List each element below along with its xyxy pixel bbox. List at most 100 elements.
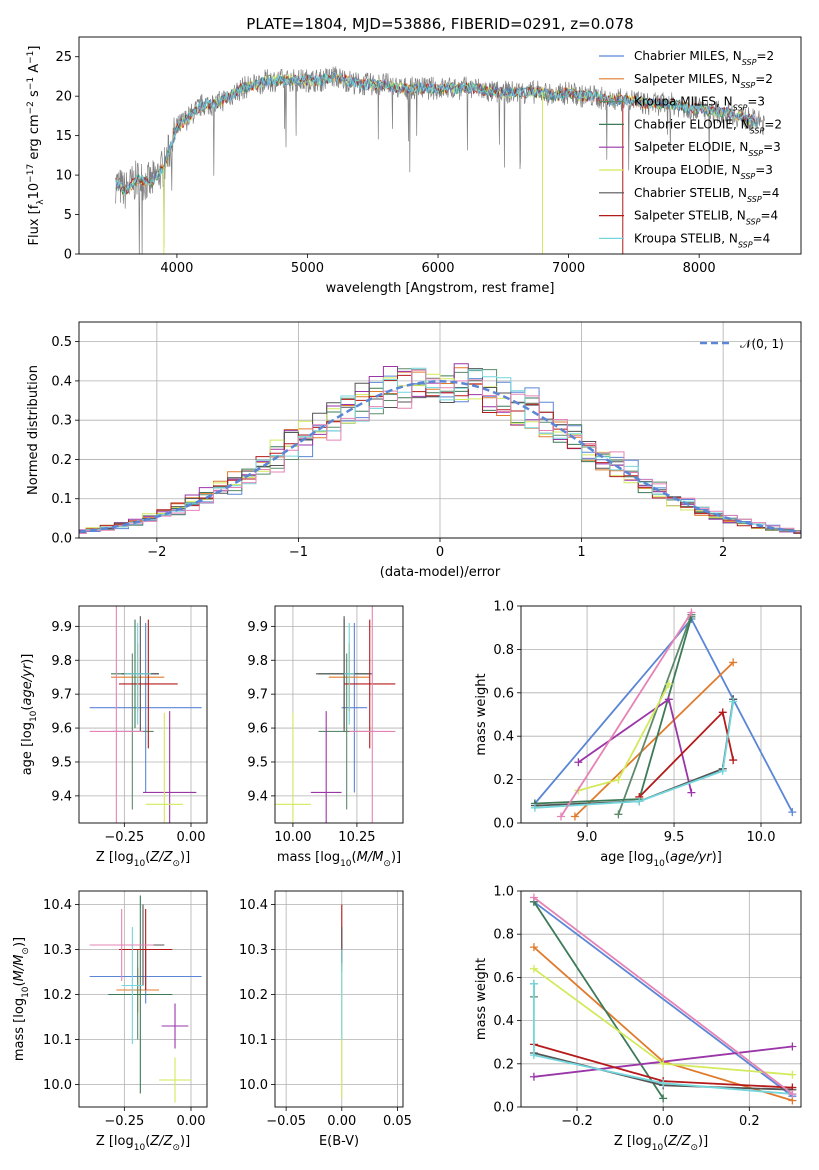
weight-marker [729,697,738,706]
axes-mass_vs_Z: −0.25 0.00 10.0 10.1 10.2 10.3 10.4 Z [log10(Z/… [12,890,208,1153]
weight-marker [614,775,623,784]
x-tick-label: −2 [147,545,166,560]
errorbar-point [344,619,396,749]
errorbar-point [310,711,342,823]
grid [275,891,403,1107]
x-tick-label: 6000 [421,261,454,276]
x-axis-label: Z [log10(Z/Z⊙)] [614,1134,708,1153]
y-tick-label: 10.1 [43,1033,72,1048]
x-tick-label: −0.05 [266,1114,306,1129]
legend: Chabrier MILES, NSSP=2 Salpeter MILES, NS… [599,49,782,249]
weight-marker [557,812,565,821]
y-tick-label: 0.8 [493,928,514,943]
errorbar-point [275,712,311,823]
weight-series [570,658,738,821]
y-tick-label: 10.0 [43,1078,72,1093]
weight-marker [788,808,797,817]
legend-label: Chabrier MILES, NSSP=2 [634,49,774,67]
weight-marker [614,810,623,819]
axes-weight_vs_Z: −0.2 0.0 0.2 0.0 0.2 0.4 0.6 0.8 1.0 Z [log10(Z/Z… [474,885,802,1153]
weight-marker [788,1090,797,1099]
y-tick-label: 10 [55,169,72,184]
y-tick-label: 0.0 [51,532,72,547]
x-axis-label: Z [log10(Z/Z⊙)] [96,1134,190,1153]
x-tick-label: 0.00 [177,1114,206,1129]
x-tick-label: 5000 [291,261,324,276]
y-tick-label: 0.0 [493,817,514,832]
weight-series [574,695,696,797]
weight-marker [529,1051,538,1060]
axes-frame [520,890,802,1108]
y-tick-label: 0.2 [493,1057,514,1072]
weight-series [529,897,668,1103]
weight-line [533,901,793,1097]
plot-area [275,606,396,823]
weight-marker [788,1070,797,1079]
legend-label: 𝒩(0, 1) [740,337,784,351]
axes-age_vs_Z: −0.25 0.00 9.4 9.5 9.6 9.7 9.8 9.9 Z [log10(Z/Z⊙… [20,605,208,869]
y-axis-label: age [log10(age/yr)] [20,654,39,776]
x-axis-label: wavelength [Angstrom, rest frame] [326,281,555,296]
axes-frame [78,36,802,255]
weight-marker [570,812,579,821]
weight-marker [529,893,538,902]
x-axis-label: mass [log10(M/M⊙)] [277,850,401,869]
y-tick-label: 9.6 [51,722,72,737]
x-tick-label: 10.0 [747,830,776,845]
y-axis-label: mass weight [474,958,489,1040]
axes-mass_vs_ebv: −0.05 0.00 0.05 10.0 10.1 10.2 10.3 10.4 E(B-V) [239,890,412,1149]
grid [79,606,207,823]
x-tick-label: 4000 [160,261,193,276]
errorbar-point [89,622,202,793]
legend-label: Kroupa MILES, NSSP=3 [634,95,765,113]
weight-line [617,614,693,815]
y-tick-label: 9.9 [51,620,72,635]
x-tick-label: 10.25 [338,830,375,845]
y-tick-label: 9.6 [247,722,268,737]
axes-frame [78,321,802,539]
x-tick-label: 0.0 [653,1114,674,1129]
histogram-series [79,369,801,534]
x-axis-label: Z [log10(Z/Z⊙)] [96,850,190,869]
axes-frame [78,890,208,1108]
weight-line [534,617,794,813]
weight-marker [687,788,696,797]
y-tick-label: 10.3 [239,943,268,958]
y-tick-label: 10.3 [43,943,72,958]
plot-area [79,363,801,534]
histogram-series [79,367,801,533]
plot-area [529,893,797,1105]
x-tick-label: 1 [577,545,585,560]
x-tick-label: −0.25 [104,830,144,845]
weight-line [577,697,693,793]
axes-weight_vs_age: 9.0 9.5 10.0 0.0 0.2 0.4 0.6 0.8 1.0 age [log10(a… [474,600,802,869]
x-tick-label: −0.2 [561,1114,593,1129]
weight-series [530,697,738,812]
x-tick-label: −1 [289,545,308,560]
x-tick-label: −0.25 [104,1114,144,1129]
weight-marker [729,658,738,667]
errorbar-point [119,619,178,749]
axes-age_vs_mass: 10.00 10.25 9.4 9.5 9.6 9.7 9.8 9.9 mass [log10(… [247,605,404,869]
weight-marker [664,680,673,689]
weight-marker [718,708,727,717]
weight-line [533,983,793,1095]
y-tick-label: 10.4 [239,898,268,913]
weight-marker [718,766,727,775]
y-tick-label: 9.7 [247,688,268,703]
x-axis-label: age [log10(age/yr)] [600,850,722,869]
y-tick-label: 0.1 [51,492,72,507]
errorbar-point [108,895,173,1094]
y-tick-label: 5 [64,208,72,223]
x-tick-label: 0.00 [327,1114,356,1129]
y-tick-label: 0 [64,248,72,263]
y-tick-label: 9.5 [247,755,268,770]
errorbar-point [159,1057,191,1103]
legend-label: Kroupa STELIB, NSSP=4 [634,231,770,249]
weight-series [529,893,797,1099]
y-tick-label: 9.8 [51,654,72,669]
y-axis-label: Normed distribution [26,365,41,495]
x-tick-label: 9.5 [664,830,685,845]
axes-frame [274,890,404,1108]
